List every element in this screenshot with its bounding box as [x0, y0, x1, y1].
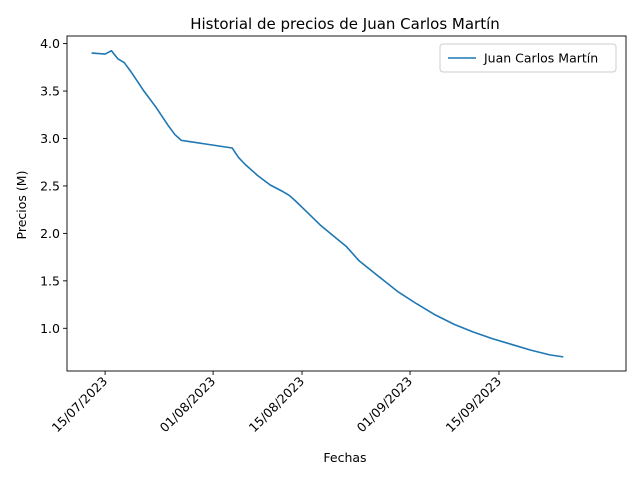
y-tick-label: 2.5 — [40, 178, 60, 193]
x-axis-label: Fechas — [323, 450, 366, 465]
legend-entry-0: Juan Carlos Martín — [483, 51, 598, 66]
series-line-0 — [91, 49, 564, 358]
y-tick-label: 1.0 — [40, 321, 60, 336]
chart-title: Historial de precios de Juan Carlos Mart… — [190, 15, 500, 33]
legend: Juan Carlos Martín — [439, 43, 617, 73]
y-tick-label: 3.0 — [40, 131, 60, 146]
axes-frame — [66, 35, 627, 372]
y-tick-label: 1.5 — [40, 273, 60, 288]
y-tick-label: 4.0 — [40, 36, 60, 51]
y-axis-label: Precios (M) — [14, 171, 29, 240]
legend-box — [439, 43, 617, 73]
y-tick-label: 2.0 — [40, 226, 60, 241]
y-tick-label: 3.5 — [40, 84, 60, 99]
